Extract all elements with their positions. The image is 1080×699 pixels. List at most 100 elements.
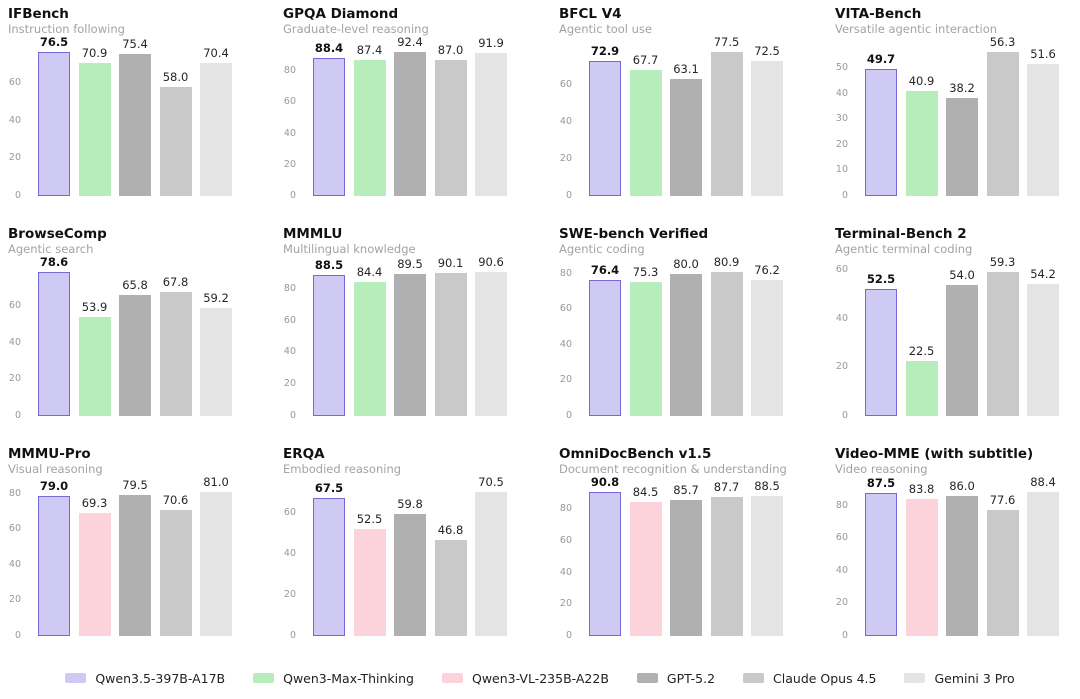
bar-value-label: 77.6 bbox=[989, 492, 1016, 507]
bar-value-label: 78.6 bbox=[39, 255, 69, 269]
bar-value-label: 56.3 bbox=[989, 35, 1016, 49]
chart-subtitle: Versatile agentic interaction bbox=[835, 22, 998, 36]
bar-claude-opus-4-5 bbox=[986, 52, 1019, 196]
chart-title: BFCL V4 bbox=[559, 6, 622, 22]
y-tick-label: 80 bbox=[559, 503, 572, 515]
bar-qwen3-vl-235b-a22b bbox=[353, 528, 386, 636]
bar-value-label: 87.5 bbox=[866, 476, 896, 491]
chart-subtitle: Visual reasoning bbox=[8, 462, 103, 476]
bar-claude-opus-4-5 bbox=[710, 272, 743, 416]
legend-swatch-icon bbox=[442, 673, 463, 683]
bar-claude-opus-4-5 bbox=[434, 272, 467, 416]
y-tick-label: 60 bbox=[559, 78, 572, 90]
chart-subtitle: Agentic terminal coding bbox=[835, 242, 973, 256]
y-tick-label: 40 bbox=[835, 312, 848, 324]
bar-value-label: 80.0 bbox=[673, 256, 699, 271]
legend-item-qwen3-5-397b-a17b: Qwen3.5-397B-A17B bbox=[65, 671, 225, 686]
legend-item-qwen3-vl-235b-a22b: Qwen3-VL-235B-A22B bbox=[442, 671, 609, 686]
y-tick-label: 40 bbox=[283, 548, 296, 560]
bar-gpt-5-2 bbox=[946, 284, 978, 416]
bar-gemini-3-pro bbox=[200, 63, 232, 196]
y-tick-label: 0 bbox=[289, 410, 296, 421]
bar-value-label: 91.9 bbox=[478, 35, 504, 50]
bar-value-label: 80.9 bbox=[713, 255, 740, 269]
bar-value-label: 76.5 bbox=[39, 35, 69, 49]
bar-qwen3-5-397b-a17b bbox=[313, 498, 345, 636]
bar-value-label: 89.5 bbox=[397, 256, 423, 271]
bar-gemini-3-pro bbox=[475, 52, 507, 196]
bar-value-label: 83.8 bbox=[908, 482, 935, 497]
y-tick-label: 0 bbox=[289, 630, 296, 641]
bar-value-label: 67.5 bbox=[314, 481, 344, 496]
bar-value-label: 76.4 bbox=[590, 263, 620, 277]
bar-value-label: 51.6 bbox=[1030, 47, 1056, 62]
chart-title: GPQA Diamond bbox=[283, 6, 399, 22]
bar-claude-opus-4-5 bbox=[986, 509, 1019, 636]
bar-value-label: 84.4 bbox=[356, 264, 383, 279]
y-tick-label: 40 bbox=[283, 346, 296, 358]
chart-subtitle: Graduate-level reasoning bbox=[283, 22, 429, 36]
bar-qwen3-5-397b-a17b bbox=[589, 60, 621, 196]
y-tick-label: 80 bbox=[835, 499, 848, 511]
legend-item-gpt-5-2: GPT-5.2 bbox=[636, 670, 716, 686]
bar-qwen3-vl-235b-a22b bbox=[629, 501, 662, 636]
y-tick-label: 20 bbox=[283, 158, 296, 170]
legend-label: Gemini 3 Pro bbox=[934, 670, 1015, 686]
bar-value-label: 70.9 bbox=[81, 45, 108, 60]
bar-value-label: 79.0 bbox=[39, 478, 69, 493]
chart-title: SWE-bench Verified bbox=[559, 226, 709, 242]
bar-value-label: 52.5 bbox=[356, 511, 383, 526]
y-tick-label: 10 bbox=[835, 164, 848, 176]
y-tick-label: 60 bbox=[559, 303, 572, 315]
chart-subtitle: Video reasoning bbox=[835, 462, 928, 476]
y-tick-label: 60 bbox=[283, 314, 296, 326]
legend-label: GPT-5.2 bbox=[666, 670, 716, 686]
bar-qwen3-5-397b-a17b bbox=[313, 58, 345, 196]
y-tick-label: 20 bbox=[8, 594, 21, 606]
bar-value-label: 87.7 bbox=[713, 479, 740, 494]
y-tick-label: 0 bbox=[565, 410, 572, 421]
bar-claude-opus-4-5 bbox=[159, 291, 192, 416]
bar-gpt-5-2 bbox=[119, 295, 151, 416]
bar-value-label: 79.5 bbox=[122, 477, 148, 492]
bar-qwen3-5-397b-a17b bbox=[38, 495, 70, 636]
bar-value-label: 84.5 bbox=[632, 484, 659, 499]
bar-gemini-3-pro bbox=[1027, 492, 1059, 636]
legend-item-qwen3-max-thinking: Qwen3-Max-Thinking bbox=[253, 671, 414, 686]
bar-value-label: 53.9 bbox=[81, 300, 108, 315]
legend: Qwen3.5-397B-A17B Qwen3-Max-Thinking Qwen3… bbox=[0, 660, 1080, 696]
bar-value-label: 72.9 bbox=[590, 43, 620, 58]
y-tick-label: 20 bbox=[559, 598, 572, 610]
chart-title: Terminal-Bench 2 bbox=[835, 226, 967, 242]
y-tick-label: 50 bbox=[835, 62, 848, 74]
bar-value-label: 59.3 bbox=[989, 255, 1016, 269]
bar-qwen3-5-397b-a17b bbox=[313, 275, 345, 416]
bar-value-label: 90.1 bbox=[437, 255, 464, 270]
bar-claude-opus-4-5 bbox=[159, 510, 192, 636]
bar-value-label: 81.0 bbox=[203, 475, 229, 489]
y-tick-label: 20 bbox=[835, 361, 848, 373]
bar-qwen3-5-397b-a17b bbox=[38, 272, 70, 416]
bar-value-label: 58.0 bbox=[162, 69, 189, 84]
y-tick-label: 40 bbox=[283, 127, 296, 139]
y-tick-label: 20 bbox=[559, 374, 572, 386]
legend-label: Qwen3.5-397B-A17B bbox=[95, 670, 226, 686]
y-tick-label: 60 bbox=[283, 507, 296, 519]
bar-value-label: 87.0 bbox=[437, 43, 464, 58]
chart-title: ERQA bbox=[283, 446, 325, 462]
bar-gemini-3-pro bbox=[475, 272, 507, 416]
bar-gpt-5-2 bbox=[670, 273, 702, 416]
bar-gpt-5-2 bbox=[394, 513, 426, 636]
bar-gemini-3-pro bbox=[1027, 284, 1059, 416]
chart-subtitle: Document recognition & understanding bbox=[559, 462, 787, 476]
y-tick-label: 40 bbox=[835, 564, 848, 576]
bar-qwen3-vl-235b-a22b bbox=[78, 512, 111, 636]
y-tick-label: 20 bbox=[835, 597, 848, 609]
y-tick-label: 40 bbox=[835, 87, 848, 99]
bar-value-label: 54.0 bbox=[949, 267, 975, 282]
legend-swatch-icon bbox=[743, 673, 765, 683]
legend-label: Claude Opus 4.5 bbox=[773, 670, 877, 686]
bar-value-label: 22.5 bbox=[908, 344, 935, 359]
bar-gpt-5-2 bbox=[119, 54, 151, 196]
y-tick-label: 60 bbox=[8, 523, 21, 535]
